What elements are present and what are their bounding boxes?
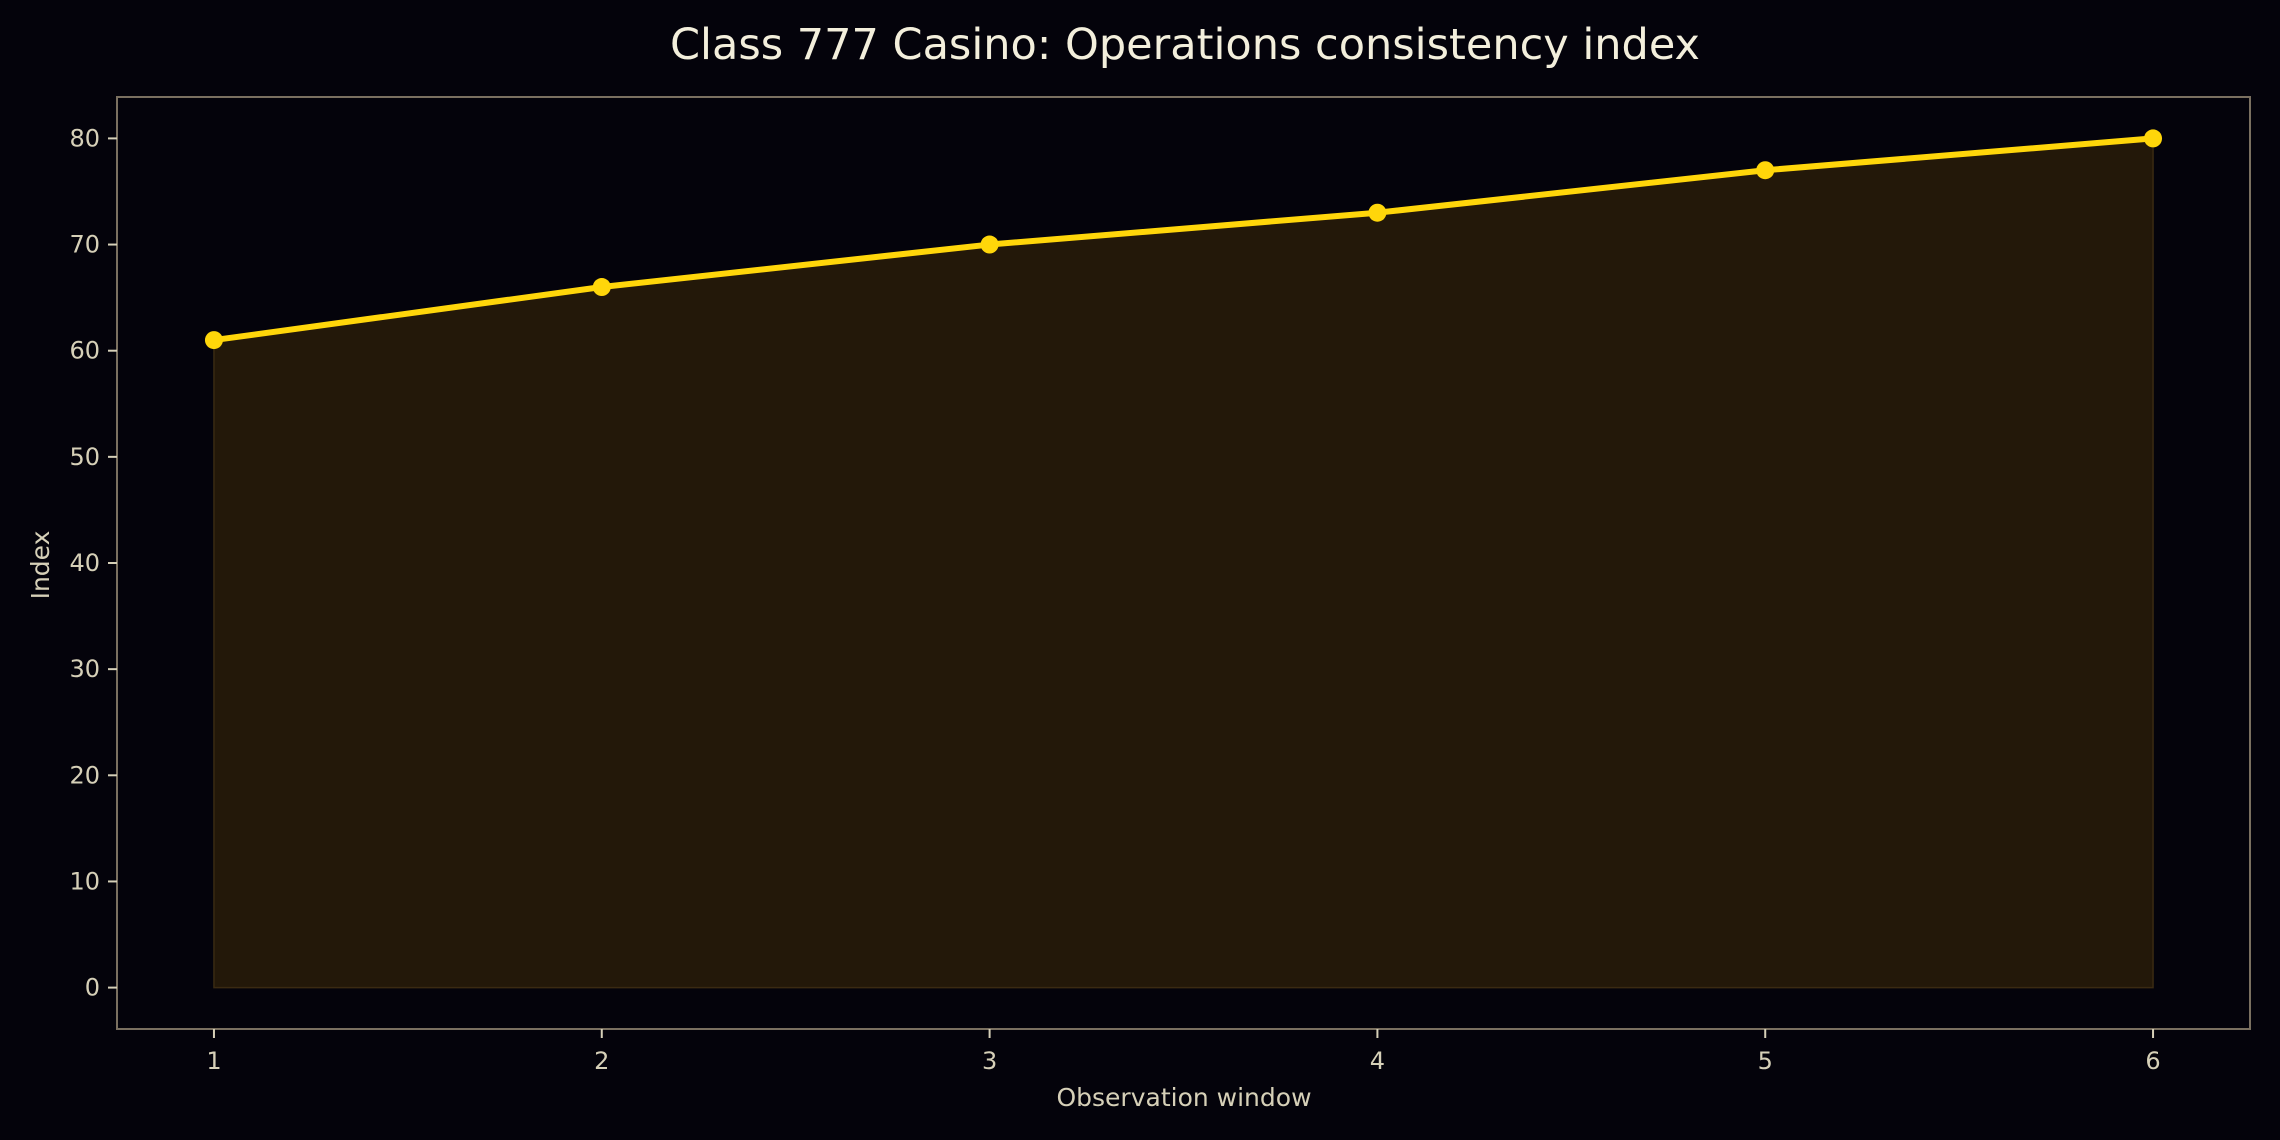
y-tick-label: 0	[85, 974, 100, 1002]
data-point-marker[interactable]: 1: 61	[204, 331, 223, 350]
y-tick-label: 50	[69, 443, 100, 471]
data-point-marker[interactable]: 5: 77	[1756, 161, 1775, 180]
data-point-marker[interactable]: 6: 80	[2144, 129, 2163, 148]
x-axis-label: Observation window	[1056, 1083, 1311, 1112]
x-tick-label: 6	[2145, 1047, 2160, 1075]
data-point-marker[interactable]: 3: 70	[980, 235, 999, 254]
y-tick-label: 10	[69, 867, 100, 895]
area-fill	[213, 137, 2154, 989]
y-tick-label: 30	[69, 655, 100, 683]
x-tick-label: 2	[594, 1047, 609, 1075]
x-axis: 1 2 3 4 5 6	[206, 1029, 2161, 1075]
chart-title: Class 777 Casino: Operations consistency…	[670, 20, 1700, 70]
x-tick-label: 3	[982, 1047, 997, 1075]
x-tick-label: 1	[206, 1047, 221, 1075]
y-tick-label: 20	[69, 761, 100, 789]
data-point-marker[interactable]: 4: 73	[1368, 203, 1387, 222]
plot-area: 1: 61 2: 66 3: 70 4: 73 5: 77 6: 80	[116, 96, 2251, 1030]
series-line	[210, 135, 2157, 344]
y-tick-label: 70	[69, 231, 100, 259]
x-tick-label: 5	[1758, 1047, 1773, 1075]
data-point-marker[interactable]: 2: 66	[592, 278, 611, 297]
y-tick-label: 40	[69, 549, 100, 577]
y-axis: 0 10 20 30 40 50 60 70 80	[69, 124, 117, 1002]
y-tick-label: 60	[69, 337, 100, 365]
x-tick-label: 4	[1370, 1047, 1385, 1075]
y-tick-label: 80	[69, 124, 100, 152]
y-axis-label: Index	[26, 531, 55, 600]
